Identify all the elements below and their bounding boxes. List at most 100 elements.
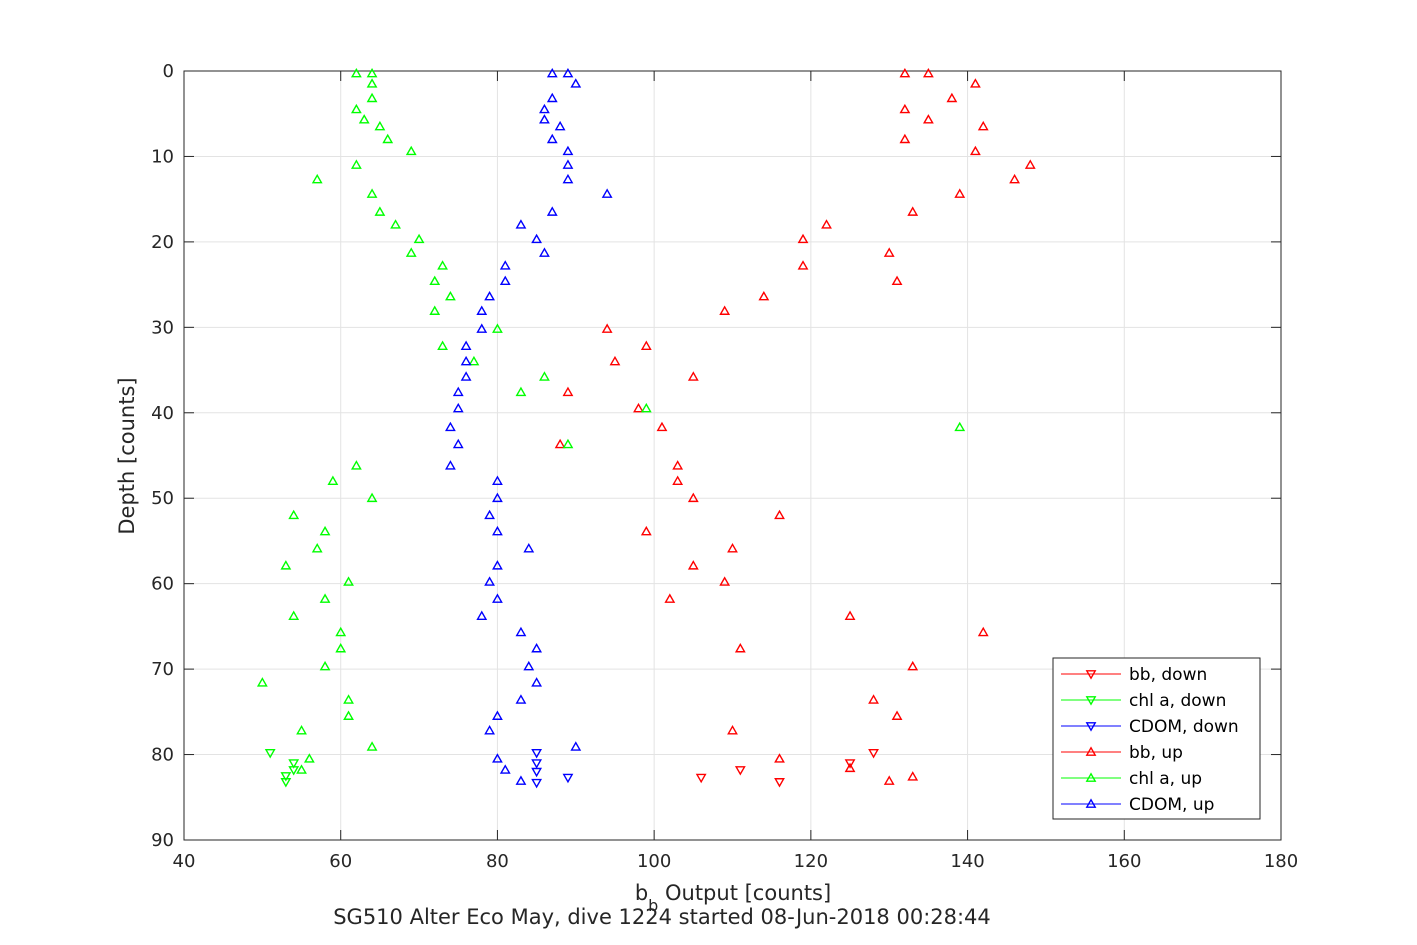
- data-point: [280, 772, 292, 782]
- data-point: [719, 305, 731, 315]
- data-point: [499, 275, 511, 286]
- data-point: [562, 438, 574, 449]
- data-point: [899, 67, 911, 78]
- x-tick-label: 100: [637, 851, 671, 872]
- data-point: [335, 642, 347, 653]
- y-tick-labels: 0 10 20 30 40 50 60 70 80 90: [151, 61, 174, 851]
- y-tick-label: 80: [151, 745, 174, 766]
- legend-marker: [1085, 722, 1097, 732]
- data-point: [562, 173, 574, 184]
- data-point: [350, 460, 362, 470]
- data-point: [774, 509, 785, 520]
- data-point: [366, 78, 378, 88]
- legend-box: [1052, 657, 1261, 820]
- data-point: [539, 103, 550, 114]
- data-point: [343, 694, 354, 704]
- data-point: [460, 371, 472, 381]
- data-point: [492, 593, 503, 603]
- data-point: [492, 525, 503, 536]
- data-point: [335, 626, 347, 637]
- y-tick-label: 10: [151, 146, 174, 167]
- data-point: [758, 290, 770, 301]
- data-point: [797, 233, 809, 244]
- data-point: [492, 710, 503, 720]
- data-points: [256, 67, 1036, 789]
- data-point: [296, 764, 307, 774]
- series-cdom-down: [531, 748, 574, 789]
- data-point: [499, 260, 511, 270]
- data-point: [303, 753, 315, 763]
- data-point: [970, 145, 981, 156]
- data-point: [687, 492, 699, 503]
- x-axis-label-subscript: b: [648, 896, 658, 915]
- data-point: [476, 305, 488, 315]
- data-point: [562, 386, 574, 397]
- data-point: [429, 275, 441, 286]
- series-chl-a-up: [256, 67, 966, 774]
- data-point: [883, 247, 895, 257]
- data-point: [954, 421, 966, 432]
- legend-label: bb, down: [1129, 665, 1207, 685]
- data-point: [531, 233, 543, 244]
- data-point: [492, 323, 503, 333]
- data-point: [844, 762, 856, 773]
- data-point: [727, 543, 738, 553]
- data-point: [452, 402, 464, 413]
- y-tick-label: 60: [151, 574, 174, 595]
- y-tick-label: 50: [151, 488, 174, 509]
- data-point: [319, 593, 331, 603]
- data-point: [366, 67, 378, 78]
- data-point: [280, 560, 292, 570]
- series-chl-a-down: [264, 748, 300, 788]
- data-point: [515, 626, 527, 637]
- legend-marker: [1085, 696, 1097, 706]
- x-tick-label: 60: [329, 851, 352, 872]
- x-axis-label-main: b: [635, 881, 648, 905]
- data-point: [366, 492, 378, 503]
- data-point: [821, 219, 832, 229]
- data-point: [562, 145, 574, 156]
- y-tick-label: 0: [163, 61, 174, 82]
- data-point: [288, 509, 300, 520]
- data-point: [672, 475, 684, 485]
- data-point: [515, 386, 527, 397]
- legend: bb, down chl a, down CDOM, down bb, up chl a…: [1052, 657, 1261, 820]
- data-point: [687, 371, 699, 381]
- x-tick-label: 120: [794, 851, 828, 872]
- data-point: [327, 475, 339, 485]
- data-point: [727, 725, 738, 735]
- data-point: [719, 576, 731, 586]
- data-point: [492, 492, 503, 503]
- data-point: [546, 67, 558, 78]
- data-point: [868, 694, 879, 704]
- series-bb-up: [554, 67, 1036, 785]
- y-axis-label: Depth [counts]: [115, 377, 139, 534]
- data-point: [319, 660, 331, 671]
- legend-label: chl a, down: [1129, 691, 1226, 711]
- data-point: [343, 576, 354, 586]
- data-point: [640, 340, 652, 350]
- data-point: [562, 67, 574, 78]
- data-point: [570, 741, 582, 751]
- data-point: [311, 543, 323, 553]
- data-point: [413, 233, 425, 244]
- data-point: [523, 543, 535, 553]
- axis-ticks: [183, 70, 1282, 841]
- data-point: [429, 305, 441, 315]
- data-point: [977, 120, 989, 131]
- data-point: [977, 626, 989, 637]
- data-point: [539, 114, 550, 124]
- data-point: [484, 576, 495, 586]
- data-point: [734, 642, 746, 653]
- data-point: [476, 610, 488, 620]
- data-point: [844, 610, 856, 620]
- data-point: [946, 92, 958, 103]
- data-point: [891, 710, 903, 720]
- series-bb-down: [695, 748, 879, 788]
- data-point: [492, 560, 503, 570]
- legend-marker: [1085, 670, 1097, 680]
- data-point: [390, 219, 401, 229]
- data-point: [899, 103, 911, 114]
- data-point: [452, 438, 464, 449]
- x-tick-labels: 40 60 80 100 120 140 160 180: [173, 851, 1299, 872]
